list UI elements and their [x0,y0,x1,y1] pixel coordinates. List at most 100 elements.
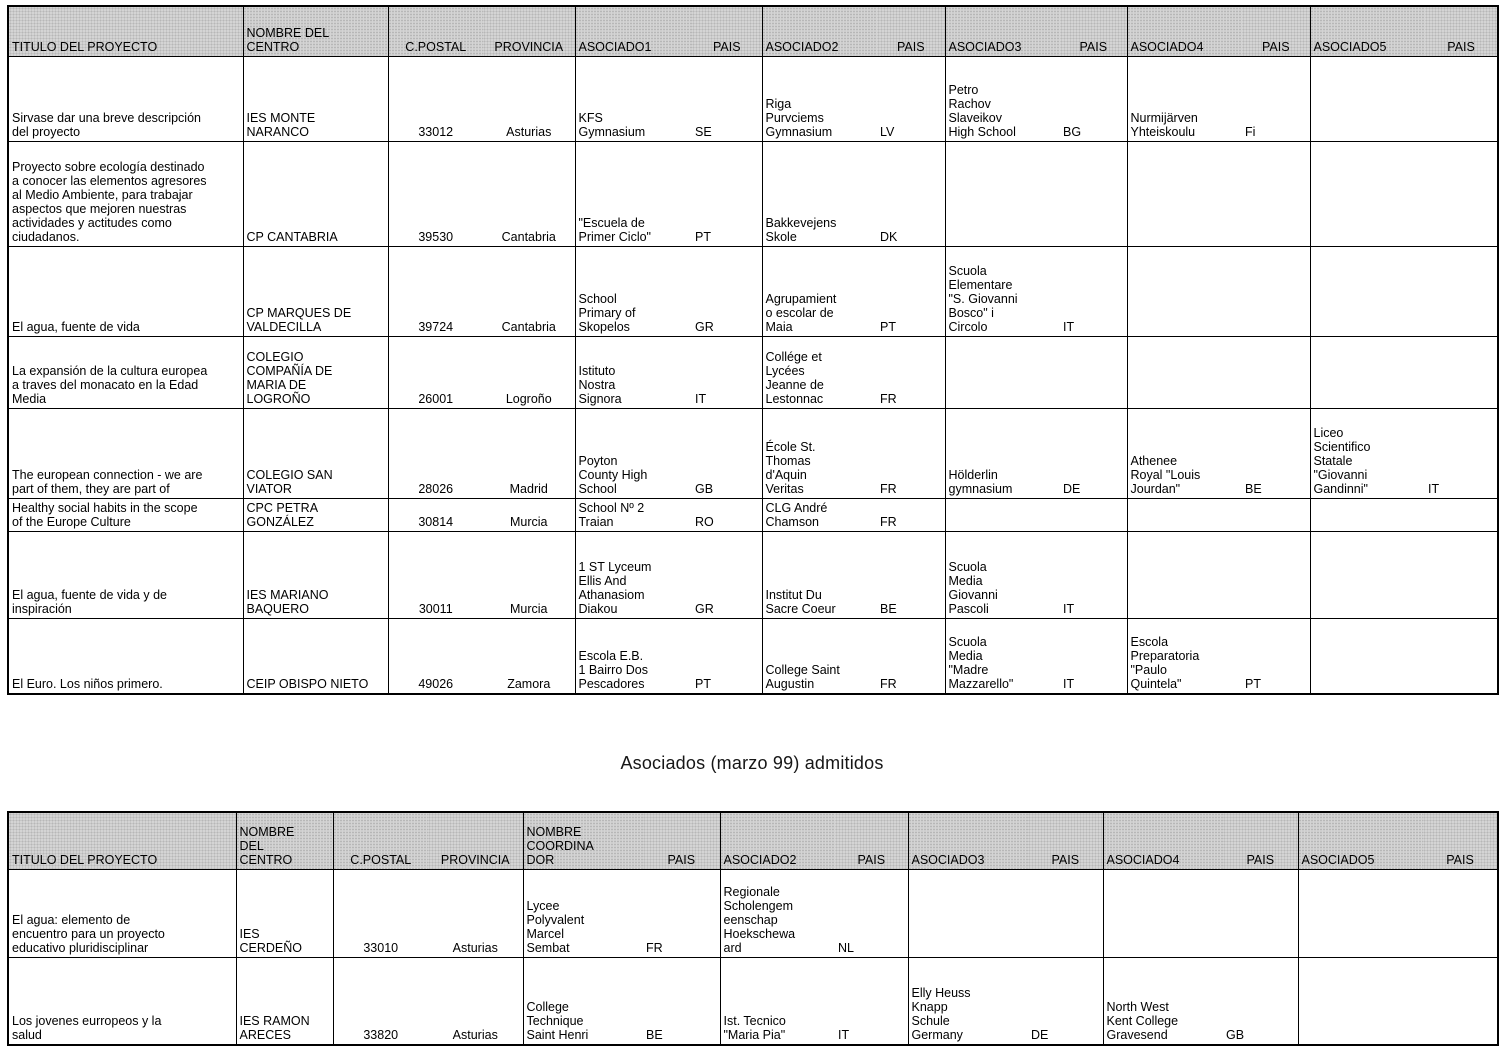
table-cell [1126,497,1242,532]
table-cell: CLG André Chamson [761,497,877,532]
table-cell: Lycee Polyvalent Marcel Sembat [522,868,643,958]
table-cell: College Technique Saint Henri [522,956,643,1046]
table-cell: 30011 [387,530,483,619]
projects-table-top: TITULO DEL PROYECTO NOMBRE DEL CENTRO C.PO… [7,5,1499,695]
column-header: PAIS [1425,5,1498,57]
header-row: TITULO DEL PROYECTO NOMBRE DEL CENTRO C.PO… [7,811,1498,870]
column-header: ASOCIADO4 [1102,811,1223,870]
table-cell: IES CERDEÑO [235,868,333,958]
table-cell [1242,245,1310,337]
table-cell: Cantabria [483,245,575,337]
table-cell: BG [1060,55,1127,142]
table-cell: IT [692,335,762,409]
table-cell: El agua: elemento de encuentro para un p… [7,868,236,958]
column-header: ASOCIADO4 [1126,5,1242,57]
table-cell [1309,245,1425,337]
table-cell: La expansión de la cultura europea a tra… [7,335,243,409]
table-cell: IT [1060,530,1127,619]
column-header: ASOCIADO2 [761,5,877,57]
table-cell: PT [692,617,762,695]
table-cell [1425,497,1498,532]
column-header: PAIS [1423,811,1498,870]
table-cell: Scuola Elementare "S. Giovanni Bosco" i … [944,245,1060,337]
table-cell: SE [692,55,762,142]
column-header: NOMBRE COORDINA DOR [522,811,643,870]
table-row: La expansión de la cultura europea a tra… [7,335,1498,409]
table-cell: IES RAMON ARECES [235,956,333,1046]
table-cell: BE [877,530,945,619]
table-cell [1423,868,1498,958]
table-cell: Hölderlin gymnasium [944,407,1060,499]
table-row: El Euro. Los niños primero. CEIP OBISPO N… [7,617,1498,695]
table-cell [1297,956,1423,1046]
table-cell: School Primary of Skopelos [574,245,692,337]
table-cell: IES MARIANO BAQUERO [242,530,388,619]
table-cell: PT [1242,617,1310,695]
column-header: PAIS [1028,811,1103,870]
table-cell: Poyton County High School [574,407,692,499]
table-cell [1425,530,1498,619]
table-cell [1423,956,1498,1046]
table-cell: IES MONTE NARANCO [242,55,388,142]
table-cell: GR [692,245,762,337]
column-header: PAIS [835,811,908,870]
table-cell: Agrupamient o escolar de Maia [761,245,877,337]
table-cell: BE [643,956,720,1046]
table-cell [1126,140,1242,247]
table-cell: Healthy social habits in the scope of th… [7,497,243,532]
table-cell: FR [877,617,945,695]
table-row: El agua, fuente de vida CP MARQUES DE VAL… [7,245,1498,337]
column-header: NOMBRE DEL CENTRO [242,5,388,57]
column-header: C.POSTAL [387,5,483,57]
column-header: PAIS [1242,5,1310,57]
table-cell: El agua, fuente de vida y de inspiración [7,530,243,619]
table-cell: 33012 [387,55,483,142]
table-cell: FR [877,335,945,409]
table-cell: "Escuela de Primer Ciclo" [574,140,692,247]
column-header: TITULO DEL PROYECTO [7,5,243,57]
table-cell: Asturias [428,868,523,958]
table-cell: Athenee Royal "Louis Jourdan" [1126,407,1242,499]
table-cell: Logroño [483,335,575,409]
column-header: PAIS [692,5,762,57]
table-cell: 39530 [387,140,483,247]
table-cell [1425,335,1498,409]
table-cell: Bakkevejens Skole [761,140,877,247]
table-cell: Asturias [483,55,575,142]
table-cell: Scuola Media Giovanni Pascoli [944,530,1060,619]
table-cell: Cantabria [483,140,575,247]
table-cell: École St. Thomas d'Aquin Veritas [761,407,877,499]
table-cell: Liceo Scientifico Statale "Giovanni Gand… [1309,407,1425,499]
table-cell [1425,140,1498,247]
table-cell [1242,335,1310,409]
table-cell [1242,530,1310,619]
table-cell: IT [835,956,908,1046]
table-cell: The european connection - we are part of… [7,407,243,499]
table-cell: El agua, fuente de vida [7,245,243,337]
table-cell: Regionale Scholengem eenschap Hoekschewa… [719,868,835,958]
table-cell: Fi [1242,55,1310,142]
table-cell [1126,335,1242,409]
table-cell: CEIP OBISPO NIETO [242,617,388,695]
table-cell: 33010 [332,868,428,958]
table-cell [1425,617,1498,695]
table-cell: 39724 [387,245,483,337]
table-cell [907,868,1028,958]
table-row: Sirvase dar una breve descripción del pr… [7,55,1498,142]
column-header: ASOCIADO2 [719,811,835,870]
table-cell: Nurmijärven Yhteiskoulu [1126,55,1242,142]
table-cell: 33820 [332,956,428,1046]
table-cell: Elly Heuss Knapp Schule Germany [907,956,1028,1046]
table-cell [1060,497,1127,532]
table-cell [1309,617,1425,695]
projects-table-admitted: TITULO DEL PROYECTO NOMBRE DEL CENTRO C.PO… [7,811,1499,1046]
table-cell [944,140,1060,247]
column-header: PAIS [1060,5,1127,57]
table-cell: IT [1425,407,1498,499]
table-cell: RO [692,497,762,532]
table-cell [1425,55,1498,142]
table-cell: College Saint Augustin [761,617,877,695]
table-cell: Scuola Media "Madre Mazzarello" [944,617,1060,695]
column-header: ASOCIADO5 [1309,5,1425,57]
